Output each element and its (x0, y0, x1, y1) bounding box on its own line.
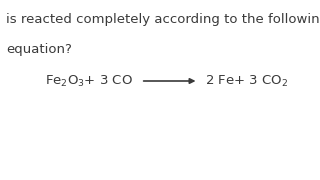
Text: 2 Fe+ 3 CO$_2$: 2 Fe+ 3 CO$_2$ (205, 73, 288, 89)
Text: $\mathregular{Fe_2O_3}$+ 3 CO: $\mathregular{Fe_2O_3}$+ 3 CO (45, 73, 133, 89)
Text: is reacted completely according to the following: is reacted completely according to the f… (6, 13, 320, 26)
Text: equation?: equation? (6, 43, 72, 56)
